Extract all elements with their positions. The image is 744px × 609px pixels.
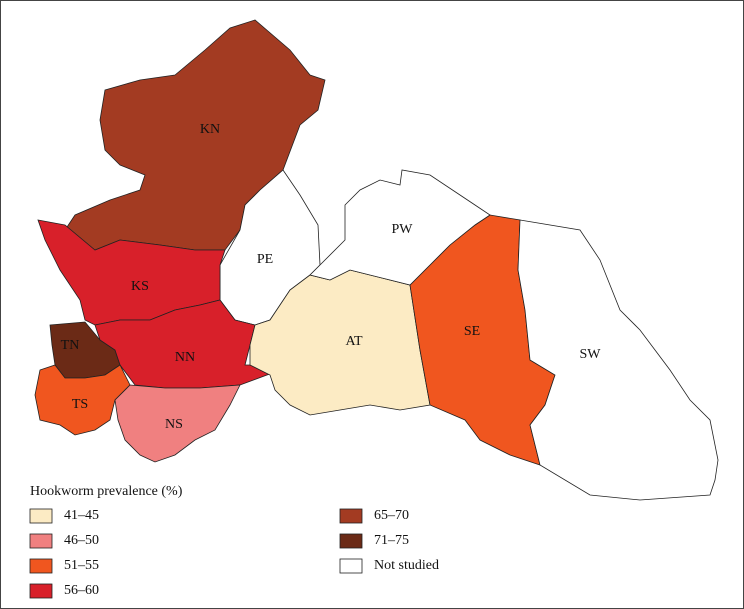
region-label: PW [392,222,414,237]
region-label: NS [165,417,183,432]
region-label: KN [200,122,220,137]
region-labels: KN PE KS TN NN TS NS AT SE PW SW [61,122,602,432]
legend-label: 46–50 [64,533,99,548]
region-label: SE [464,324,480,339]
legend-label: 65–70 [374,508,409,523]
legend-swatch [339,558,363,574]
legend-label: 41–45 [64,508,99,523]
region-label: TN [61,338,80,353]
legend-title: Hookworm prevalence (%) [30,484,183,499]
legend-label: 51–55 [64,558,99,573]
region-label: PE [257,252,273,267]
legend-label: Not studied [374,558,439,573]
region-label: SW [580,347,602,362]
legend-swatch [339,508,363,524]
region-label: AT [345,334,363,349]
legend-swatch [339,533,363,549]
legend-swatch [29,533,53,549]
legend-label: 56–60 [64,583,99,598]
legend-swatch [29,583,53,599]
region-label: KS [131,279,149,294]
region [517,219,719,501]
legend-label: 71–75 [374,533,409,548]
region-label: TS [72,397,88,412]
legend: 41–45 46–50 51–55 56–60 65–70 71–75 Not studie… [29,508,439,599]
region-label: NN [175,350,195,365]
region [114,384,241,463]
regions [34,19,719,501]
legend-swatch [29,558,53,574]
region [309,169,491,286]
region [64,19,326,251]
legend-swatch [29,508,53,524]
